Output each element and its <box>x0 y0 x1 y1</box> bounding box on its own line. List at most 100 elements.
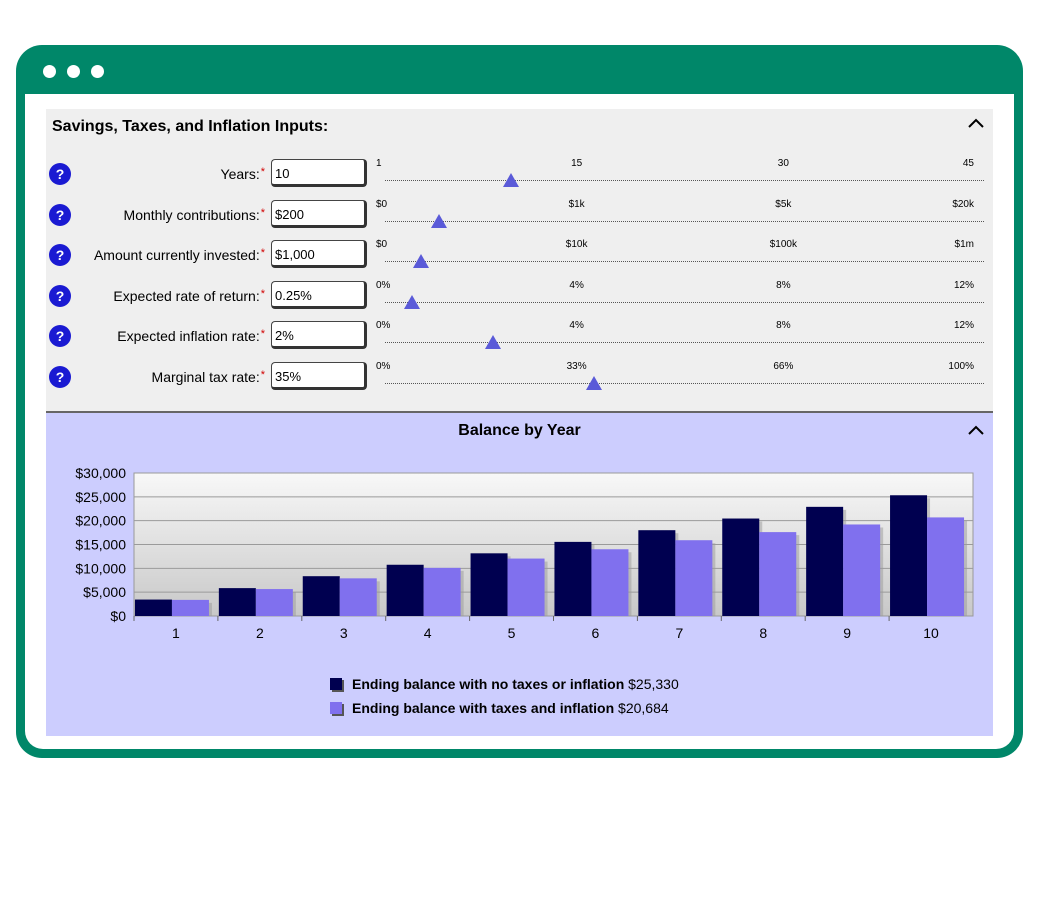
bar <box>470 553 508 616</box>
y-tick-label: $15,000 <box>75 537 126 553</box>
input-field[interactable]: 10 <box>271 159 367 187</box>
bar <box>591 549 629 616</box>
slider-tick-label: 8% <box>776 320 791 332</box>
help-icon[interactable]: ? <box>49 163 71 185</box>
help-icon[interactable]: ? <box>49 366 71 388</box>
inputs-panel: Savings, Taxes, and Inflation Inputs: ? Y… <box>46 109 993 411</box>
window-control-dot[interactable] <box>67 65 80 78</box>
bar <box>554 541 592 616</box>
slider-track[interactable]: 0% 4% 8% 12% <box>376 320 984 350</box>
slider-thumb[interactable] <box>586 376 603 390</box>
bar <box>171 599 209 616</box>
required-mark: * <box>260 287 265 300</box>
slider-line <box>385 220 984 222</box>
required-mark: * <box>260 166 265 178</box>
required-mark: * <box>260 328 265 341</box>
slider-tick-label: 0% <box>376 279 391 291</box>
bar <box>339 578 377 616</box>
input-label: Years:* <box>221 166 265 182</box>
bar <box>806 506 844 616</box>
legend-item-no-taxes: Ending balance with no taxes or inflatio… <box>330 676 679 692</box>
slider-tick-label: 0% <box>376 361 391 372</box>
slider-tick-label: 100% <box>948 361 974 372</box>
x-tick-label: 2 <box>256 625 264 641</box>
bar <box>218 588 256 616</box>
input-label-text: Expected inflation rate: <box>117 328 260 345</box>
bar <box>759 532 797 616</box>
input-field[interactable]: 2% <box>271 321 367 350</box>
legend-value: $20,684 <box>618 700 669 716</box>
input-label-text: Expected rate of return: <box>113 287 260 304</box>
help-icon[interactable]: ? <box>49 284 71 307</box>
input-label: Marginal tax rate:* <box>152 369 265 385</box>
slider-tick-label: 4% <box>569 320 584 332</box>
bar <box>302 576 340 616</box>
bar <box>675 540 713 616</box>
y-tick-label: $20,000 <box>75 513 126 529</box>
y-tick-label: $0 <box>110 608 126 624</box>
slider-tick-label: $5k <box>775 198 792 210</box>
help-icon[interactable]: ? <box>49 244 71 267</box>
collapse-chevron-up-icon[interactable] <box>967 423 985 437</box>
window-control-dot[interactable] <box>91 65 104 78</box>
slider-thumb[interactable] <box>403 294 420 309</box>
collapse-chevron-up-icon[interactable] <box>967 116 985 130</box>
input-label-text: Years: <box>220 166 260 182</box>
slider-track[interactable]: $0 $10k $100k $1m <box>376 239 984 269</box>
slider-track[interactable]: 0% 4% 8% 12% <box>376 279 984 309</box>
y-tick-label: $10,000 <box>75 560 126 576</box>
slider-track[interactable]: $0 $1k $5k $20k <box>376 198 984 228</box>
slider-tick-label: 0% <box>376 320 391 332</box>
legend-label: Ending balance with no taxes or inflatio… <box>352 676 625 692</box>
slider-thumb[interactable] <box>484 335 501 350</box>
slider-track[interactable]: 0% 33% 66% 100% <box>376 361 984 390</box>
required-mark: * <box>260 247 265 260</box>
y-tick-label: $5,000 <box>83 584 126 600</box>
y-tick-label: $30,000 <box>75 465 126 481</box>
x-tick-label: 3 <box>340 625 348 641</box>
slider-tick-label: 30 <box>777 158 789 169</box>
x-tick-label: 1 <box>172 625 180 641</box>
input-label: Expected inflation rate:* <box>117 328 265 344</box>
chart-title: Balance by Year <box>458 422 581 439</box>
required-mark: * <box>260 369 265 381</box>
slider-tick-label: 45 <box>962 158 974 169</box>
slider-thumb[interactable] <box>430 213 447 228</box>
slider-tick-label: 1 <box>376 158 382 169</box>
input-field[interactable]: 35% <box>271 362 367 390</box>
y-tick-label: $25,000 <box>75 489 126 505</box>
bar <box>386 564 424 616</box>
x-tick-label: 9 <box>843 625 851 641</box>
x-tick-label: 10 <box>923 625 939 641</box>
slider-tick-label: 12% <box>953 279 974 291</box>
bar <box>927 517 965 616</box>
input-field[interactable]: $1,000 <box>271 240 367 269</box>
help-icon[interactable]: ? <box>49 325 71 348</box>
input-field[interactable]: $200 <box>271 199 367 228</box>
required-mark: * <box>260 206 265 219</box>
slider-track[interactable]: 1 15 30 45 <box>376 158 984 187</box>
slider-tick-label: $0 <box>376 198 388 210</box>
x-tick-label: 4 <box>424 625 432 641</box>
slider-tick-label: 4% <box>569 279 584 291</box>
bar <box>255 589 293 616</box>
input-label-text: Marginal tax rate: <box>151 369 260 385</box>
input-label-text: Amount currently invested: <box>93 247 260 264</box>
input-label: Monthly contributions:* <box>124 207 265 223</box>
slider-tick-label: 8% <box>776 279 791 291</box>
x-tick-label: 5 <box>508 625 516 641</box>
slider-thumb[interactable] <box>502 173 519 187</box>
window-control-dot[interactable] <box>43 65 56 78</box>
legend-value: $25,330 <box>628 676 679 692</box>
help-icon[interactable]: ? <box>49 203 71 226</box>
bar <box>843 524 881 616</box>
input-label: Amount currently invested:* <box>94 247 265 263</box>
input-field[interactable]: 0.25% <box>271 280 367 309</box>
slider-line <box>385 180 984 181</box>
slider-line <box>385 383 984 384</box>
slider-tick-label: 12% <box>953 320 974 332</box>
slider-thumb[interactable] <box>412 254 429 269</box>
legend-swatch <box>330 678 342 690</box>
bar <box>722 518 760 616</box>
x-tick-label: 7 <box>675 625 683 641</box>
